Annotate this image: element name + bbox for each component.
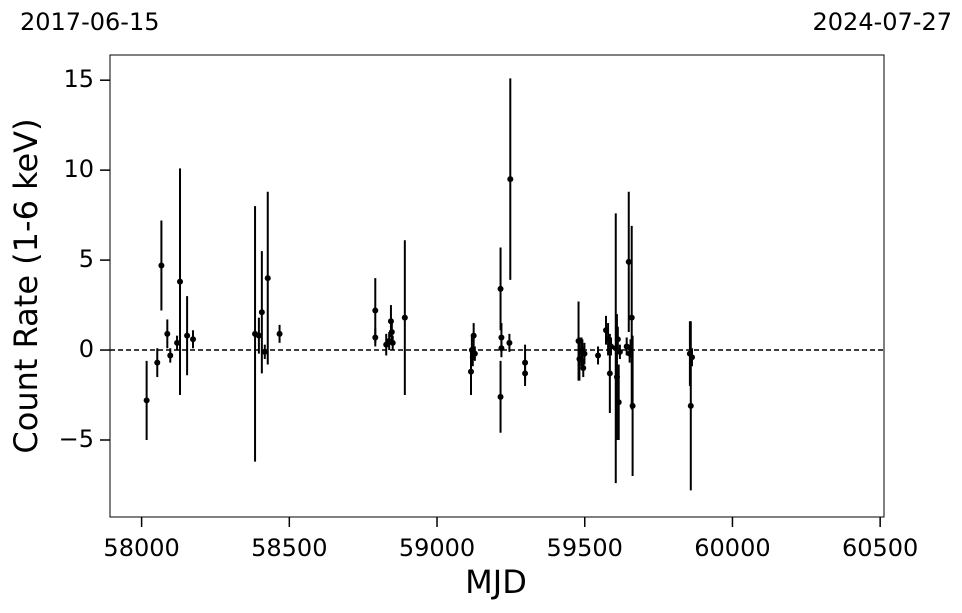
data-point xyxy=(276,330,283,337)
data-point xyxy=(258,309,265,316)
data-point xyxy=(154,359,161,366)
data-point xyxy=(606,370,613,377)
data-point xyxy=(184,332,191,339)
data-point xyxy=(616,348,623,355)
data-point xyxy=(497,393,504,400)
x-tick-label: 60000 xyxy=(694,534,770,562)
y-tick-label: 0 xyxy=(79,335,94,363)
data-point xyxy=(522,370,529,377)
data-point xyxy=(498,345,505,352)
data-point xyxy=(372,307,379,314)
data-point xyxy=(255,332,262,339)
data-point xyxy=(507,176,514,183)
data-point xyxy=(625,258,632,265)
end-date: 2024-07-27 xyxy=(813,8,952,36)
data-point xyxy=(471,350,478,357)
x-tick-label: 59000 xyxy=(399,534,475,562)
data-point xyxy=(506,339,513,346)
data-point xyxy=(401,314,408,321)
data-point xyxy=(468,368,475,375)
x-tick-label: 58000 xyxy=(103,534,179,562)
data-point xyxy=(143,397,150,404)
y-axis-label: Count Rate (1-6 keV) xyxy=(7,118,45,453)
data-point xyxy=(595,352,602,359)
data-point xyxy=(615,399,622,406)
data-point xyxy=(388,329,395,336)
data-point xyxy=(174,339,181,346)
data-point xyxy=(629,402,636,409)
start-date: 2017-06-15 xyxy=(20,8,159,36)
data-point xyxy=(614,336,621,343)
x-axis-label: MJD xyxy=(465,563,527,601)
data-point xyxy=(164,330,171,337)
y-tick-label: 15 xyxy=(63,65,94,93)
data-point xyxy=(497,285,504,292)
data-point xyxy=(177,278,184,285)
data-point xyxy=(580,365,587,372)
data-point xyxy=(608,343,615,350)
y-tick-label: 5 xyxy=(79,245,94,273)
y-tick-label: 10 xyxy=(63,155,94,183)
plot-frame xyxy=(109,54,885,518)
x-tick-label: 59500 xyxy=(547,534,623,562)
data-point xyxy=(498,334,505,341)
x-tick-label: 60500 xyxy=(842,534,918,562)
y-tick-label: −5 xyxy=(59,425,94,453)
data-point xyxy=(581,350,588,357)
data-point xyxy=(389,339,396,346)
data-point xyxy=(628,314,635,321)
data-point xyxy=(470,332,477,339)
data-point xyxy=(167,352,174,359)
data-point xyxy=(158,262,165,269)
data-point xyxy=(688,354,695,361)
x-tick-label: 58500 xyxy=(251,534,327,562)
data-point xyxy=(372,334,379,341)
data-point xyxy=(264,275,271,282)
data-point xyxy=(190,336,197,343)
data-point xyxy=(261,348,268,355)
data-point xyxy=(687,402,694,409)
